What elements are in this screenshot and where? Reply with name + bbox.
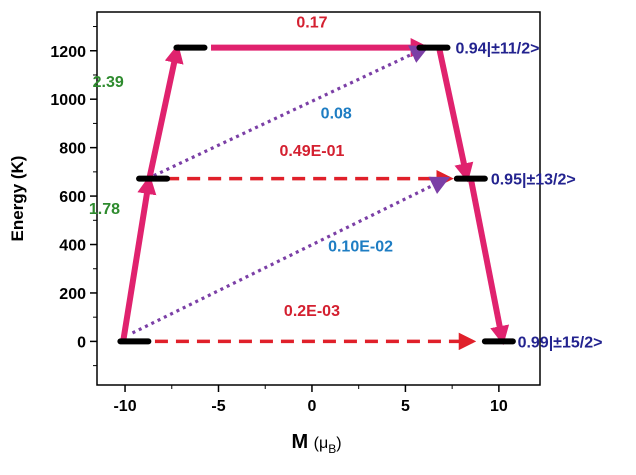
transition-label: 0.2E-03 [284, 303, 340, 320]
transition-arrow [131, 176, 450, 335]
transition-arrow [436, 46, 474, 183]
transition-arrow [146, 45, 430, 181]
y-tick-label: 800 [59, 141, 86, 158]
transition-arrow [146, 43, 184, 180]
state-label: 0.99|±15/2> [518, 334, 603, 351]
state-label: 0.94|±11/2> [455, 41, 539, 58]
transition-label: 0.10E-02 [328, 239, 393, 256]
x-axis-title: M (μB) [291, 431, 341, 456]
y-axis-title: Energy (K) [8, 156, 27, 242]
states-group [117, 44, 516, 345]
x-tick-label: -5 [211, 398, 225, 415]
y-tick-label: 0 [77, 334, 86, 351]
transition-label: 1.78 [89, 201, 120, 218]
state-label: 0.95|±13/2> [491, 172, 576, 189]
x-tick-label: 5 [401, 398, 410, 415]
y-tick-label: 600 [59, 189, 86, 206]
plot-frame [96, 11, 541, 386]
x-tick-label: 10 [490, 398, 508, 415]
y-tick-label: 400 [59, 238, 86, 255]
labels-group: 1.78 2.39 0.17 0.49E-01 0.2E-03 0.08 0.10E-02 0… [89, 15, 603, 352]
transition-arrow [120, 174, 157, 342]
y-tick-label: 1200 [50, 44, 86, 61]
transition-label: 0.17 [296, 15, 327, 32]
transition-arrow [467, 178, 510, 346]
x-tick-label: 0 [308, 398, 317, 415]
transition-label: 0.08 [321, 106, 352, 123]
transitions-group [120, 38, 510, 351]
transition-label: 0.49E-01 [279, 143, 344, 160]
y-tick-label: 1000 [50, 92, 86, 109]
axes-group: -10 -5 0 5 10 0 200 400 600 800 1000 1200 Energy (K)… [8, 11, 541, 456]
x-tick-label: -10 [113, 398, 136, 415]
transition-label: 2.39 [93, 74, 124, 91]
y-tick-label: 200 [59, 286, 86, 303]
